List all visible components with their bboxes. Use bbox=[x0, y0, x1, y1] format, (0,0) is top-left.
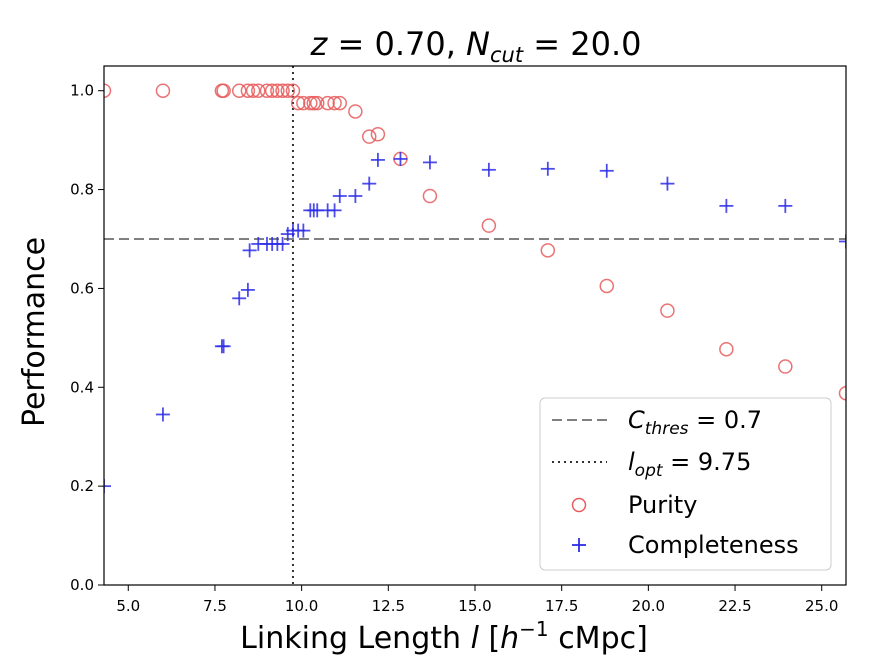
legend-optimal-label: lopt = 9.75 bbox=[628, 448, 751, 481]
purity-point bbox=[275, 83, 290, 98]
x-tick-label: 15.0 bbox=[458, 597, 491, 615]
series-layer bbox=[104, 83, 846, 494]
legend-completeness-marker bbox=[572, 538, 586, 552]
purity-point bbox=[290, 95, 306, 111]
completeness-point bbox=[155, 407, 170, 422]
purity-point bbox=[481, 218, 497, 233]
purity-point bbox=[296, 95, 311, 111]
legend-box bbox=[539, 397, 832, 571]
completeness-point bbox=[348, 188, 363, 203]
completeness-point bbox=[104, 479, 111, 494]
completeness-point bbox=[839, 234, 846, 249]
y-tick-label: 0.8 bbox=[70, 181, 94, 199]
purity-point bbox=[327, 95, 342, 111]
purity-point bbox=[270, 83, 285, 98]
purity-point bbox=[155, 83, 171, 98]
y-tick-label: 0.6 bbox=[70, 279, 94, 297]
completeness-point bbox=[327, 203, 342, 218]
completeness-point bbox=[481, 162, 496, 177]
purity-point bbox=[285, 83, 301, 98]
purity-point bbox=[838, 385, 846, 401]
x-tick-label: 12.5 bbox=[372, 597, 405, 615]
y-tick-label: 0.2 bbox=[70, 477, 94, 495]
purity-point bbox=[309, 95, 325, 111]
purity-point bbox=[660, 303, 675, 318]
x-tick-label: 7.5 bbox=[203, 597, 227, 615]
legend-purity-label: Purity bbox=[628, 491, 697, 519]
purity-point bbox=[280, 83, 296, 98]
completeness-point bbox=[216, 339, 231, 354]
purity-point bbox=[320, 95, 335, 111]
y-ticks: 0.0 0.2 0.4 0.6 0.8 1.0 bbox=[70, 82, 104, 594]
completeness-point bbox=[778, 198, 793, 213]
completeness-point bbox=[422, 155, 437, 170]
x-tick-label: 22.5 bbox=[718, 597, 751, 615]
x-tick-label: 5.0 bbox=[116, 597, 140, 615]
completeness-point bbox=[332, 188, 347, 203]
purity-point bbox=[599, 278, 615, 294]
purity-point bbox=[422, 188, 438, 204]
purity-point bbox=[251, 83, 266, 98]
completeness-point bbox=[242, 243, 257, 258]
legend: Cthres = 0.7 lopt = 9.75 Purity Complete… bbox=[539, 397, 832, 571]
purity-point bbox=[306, 95, 322, 111]
purity-point bbox=[216, 83, 231, 98]
y-tick-label: 0.4 bbox=[70, 378, 94, 396]
completeness-point bbox=[599, 163, 614, 178]
completeness-point bbox=[540, 161, 555, 176]
completeness-point bbox=[275, 236, 290, 251]
completeness-point bbox=[719, 198, 734, 213]
legend-completeness-label: Completeness bbox=[628, 531, 799, 559]
purity-point bbox=[104, 83, 112, 98]
purity-point bbox=[370, 126, 386, 142]
purity-point bbox=[332, 95, 348, 111]
completeness-point bbox=[393, 151, 408, 166]
purity-point bbox=[778, 359, 793, 374]
chart-title: z = 0.70, Ncut = 20.0 bbox=[310, 25, 642, 67]
y-tick-label: 1.0 bbox=[70, 82, 94, 100]
purity-point bbox=[231, 83, 247, 98]
y-tick-label: 0.0 bbox=[70, 576, 94, 594]
x-axis-label: Linking Length l [h−1 cMpc] bbox=[240, 617, 648, 656]
purity-point bbox=[348, 104, 363, 119]
x-tick-label: 25.0 bbox=[805, 597, 838, 615]
legend-threshold-label: Cthres = 0.7 bbox=[628, 406, 762, 439]
completeness-point bbox=[232, 291, 247, 306]
completeness-point bbox=[296, 223, 311, 238]
purity-point bbox=[303, 95, 318, 111]
purity-point bbox=[240, 83, 256, 98]
purity-point bbox=[719, 341, 734, 357]
x-tick-label: 10.0 bbox=[285, 597, 318, 615]
x-tick-label: 17.5 bbox=[545, 597, 578, 615]
completeness-point bbox=[370, 152, 385, 167]
x-tick-label: 20.0 bbox=[632, 597, 665, 615]
purity-point bbox=[245, 83, 261, 98]
x-ticks: 5.0 7.5 10.0 12.5 15.0 17.5 20.0 22.5 25.0 bbox=[116, 585, 838, 615]
purity-point bbox=[264, 83, 280, 98]
purity-point bbox=[540, 243, 556, 258]
purity-point bbox=[259, 83, 275, 98]
legend-purity-marker bbox=[571, 497, 587, 513]
y-axis-label: Performance bbox=[17, 237, 52, 427]
completeness-point bbox=[660, 176, 675, 191]
purity-point bbox=[361, 129, 377, 144]
completeness-point bbox=[240, 282, 255, 297]
completeness-point bbox=[362, 176, 377, 191]
